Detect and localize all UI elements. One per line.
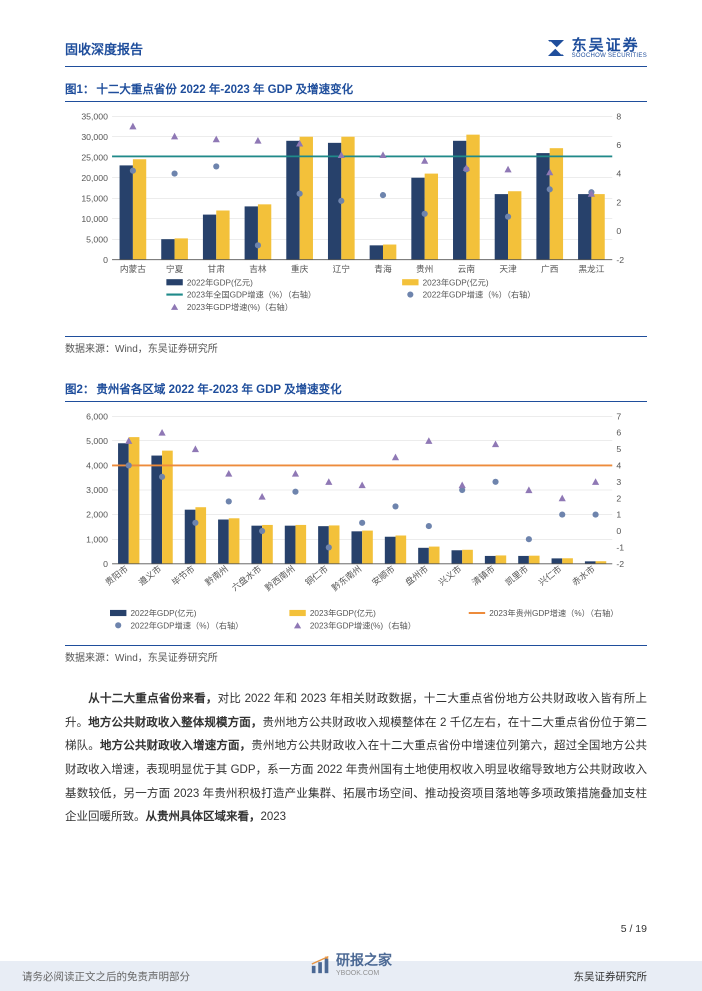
svg-text:2023年GDP增速(%)（右轴）: 2023年GDP增速(%)（右轴） <box>310 620 416 630</box>
svg-text:25,000: 25,000 <box>81 152 108 162</box>
svg-text:2022年GDP(亿元): 2022年GDP(亿元) <box>131 608 197 618</box>
svg-text:赤水市: 赤水市 <box>569 562 597 587</box>
svg-text:5,000: 5,000 <box>86 435 108 445</box>
svg-text:-2: -2 <box>616 255 624 265</box>
svg-text:3,000: 3,000 <box>86 485 108 495</box>
watermark: 研报之家 YBOOK.COM <box>310 950 392 977</box>
svg-text:2023年GDP(亿元): 2023年GDP(亿元) <box>310 608 376 618</box>
svg-text:盘州市: 盘州市 <box>403 562 431 587</box>
svg-text:6,000: 6,000 <box>86 411 108 421</box>
svg-text:8: 8 <box>616 111 621 121</box>
svg-text:黔东南州: 黔东南州 <box>329 562 363 592</box>
svg-text:2022年GDP增速（%）（右轴）: 2022年GDP增速（%）（右轴） <box>131 620 244 630</box>
company-logo: 东吴证券 SOOCHOW SECURITIES <box>544 36 647 60</box>
svg-text:黔南州: 黔南州 <box>203 562 230 587</box>
logo-icon <box>544 36 568 60</box>
svg-text:15,000: 15,000 <box>81 193 108 203</box>
fig1-title: 图1：十二大重点省份 2022 年-2023 年 GDP 及增速变化 <box>65 77 647 102</box>
svg-text:-2: -2 <box>616 558 624 568</box>
svg-text:清镇市: 清镇市 <box>469 562 497 587</box>
body-paragraph: 从十二大重点省份来看，对比 2022 年和 2023 年相关财政数据，十二大重点… <box>65 688 647 829</box>
svg-text:云南: 云南 <box>458 263 476 274</box>
svg-text:35,000: 35,000 <box>81 111 108 121</box>
svg-text:广西: 广西 <box>541 263 559 274</box>
svg-text:5,000: 5,000 <box>86 234 108 244</box>
fig2-chart: 0 1,000 2,000 3,000 4,000 5,000 6,000 -2 -1 0 1 2 3 4… <box>65 402 647 646</box>
svg-text:安顺市: 安顺市 <box>369 562 397 587</box>
svg-text:1,000: 1,000 <box>86 534 108 544</box>
svg-text:2023年贵州GDP增速（%）（右轴）: 2023年贵州GDP增速（%）（右轴） <box>489 608 618 618</box>
svg-text:内蒙古: 内蒙古 <box>120 263 146 274</box>
svg-text:2,000: 2,000 <box>86 509 108 519</box>
svg-text:吉林: 吉林 <box>249 263 267 274</box>
svg-text:0: 0 <box>616 226 621 236</box>
svg-text:7: 7 <box>616 411 621 421</box>
fig1-source: 数据来源：Wind，东吴证券研究所 <box>65 336 647 355</box>
svg-text:贵州: 贵州 <box>416 263 433 274</box>
svg-text:兴仁市: 兴仁市 <box>536 562 564 587</box>
svg-text:2023年GDP增速(%)（右轴）: 2023年GDP增速(%)（右轴） <box>187 302 293 312</box>
svg-text:10,000: 10,000 <box>81 214 108 224</box>
svg-text:天津: 天津 <box>499 264 517 274</box>
svg-text:辽宁: 辽宁 <box>333 263 351 274</box>
disclaimer: 请务必阅读正文之后的免责声明部分 <box>22 969 190 984</box>
logo-cn: 东吴证券 <box>572 38 647 53</box>
svg-text:2023年GDP(亿元): 2023年GDP(亿元) <box>423 277 489 287</box>
svg-text:0: 0 <box>103 255 108 265</box>
svg-text:0: 0 <box>103 558 108 568</box>
svg-text:4,000: 4,000 <box>86 460 108 470</box>
svg-text:4: 4 <box>616 460 621 470</box>
svg-text:2023年全国GDP增速（%）（右轴）: 2023年全国GDP增速（%）（右轴） <box>187 290 316 300</box>
report-type: 固收深度报告 <box>65 39 143 58</box>
fig1-chart: 0 5,000 10,000 15,000 20,000 25,000 30,000 35,0… <box>65 102 647 336</box>
svg-text:-1: -1 <box>616 542 624 552</box>
svg-text:毕节市: 毕节市 <box>169 562 197 587</box>
svg-text:2022年GDP增速（%）（右轴）: 2022年GDP增速（%）（右轴） <box>423 290 536 300</box>
svg-text:2: 2 <box>616 493 621 503</box>
svg-text:3: 3 <box>616 476 621 486</box>
svg-text:2: 2 <box>616 197 621 207</box>
svg-text:兴义市: 兴义市 <box>436 562 464 587</box>
svg-text:5: 5 <box>616 444 621 454</box>
svg-text:6: 6 <box>616 140 621 150</box>
svg-text:20,000: 20,000 <box>81 173 108 183</box>
svg-text:六盘水市: 六盘水市 <box>229 562 263 592</box>
svg-text:黔西南州: 黔西南州 <box>262 562 296 592</box>
fig2-source: 数据来源：Wind，东吴证券研究所 <box>65 645 647 664</box>
watermark-icon <box>310 953 332 975</box>
logo-en: SOOCHOW SECURITIES <box>572 53 647 59</box>
svg-text:甘肃: 甘肃 <box>208 263 226 274</box>
svg-text:2022年GDP(亿元): 2022年GDP(亿元) <box>187 277 253 287</box>
fig2-title: 图2：贵州省各区域 2022 年-2023 年 GDP 及增速变化 <box>65 377 647 402</box>
svg-text:0: 0 <box>616 526 621 536</box>
svg-text:凯里市: 凯里市 <box>503 562 531 587</box>
svg-text:青海: 青海 <box>374 263 392 274</box>
svg-text:重庆: 重庆 <box>291 263 309 274</box>
svg-text:铜仁市: 铜仁市 <box>303 562 331 587</box>
svg-text:6: 6 <box>616 427 621 437</box>
svg-text:4: 4 <box>616 169 621 179</box>
footer-org: 东吴证券研究所 <box>574 969 648 984</box>
svg-text:遵义市: 遵义市 <box>136 562 164 587</box>
page-number: 5 / 19 <box>621 923 647 935</box>
svg-text:1: 1 <box>616 509 621 519</box>
svg-text:宁夏: 宁夏 <box>166 263 184 274</box>
svg-text:黑龙江: 黑龙江 <box>578 263 604 274</box>
svg-text:30,000: 30,000 <box>81 132 108 142</box>
page-header: 固收深度报告 东吴证券 SOOCHOW SECURITIES <box>65 30 647 67</box>
